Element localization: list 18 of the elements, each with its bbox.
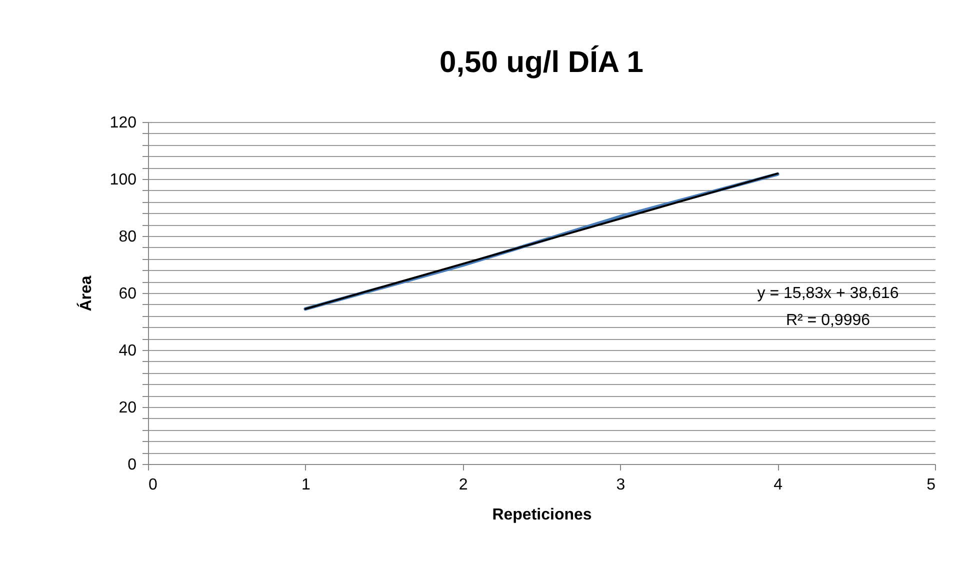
chart-title: 0,50 ug/l DÍA 1	[440, 45, 644, 79]
annotation: y = 15,83x + 38,616	[757, 285, 899, 302]
annotation: R² = 0,9996	[786, 312, 870, 329]
x-tick-label: 0	[148, 476, 158, 494]
y-tick-label: 60	[118, 286, 137, 302]
y-tick-label: 80	[118, 228, 137, 246]
x-tick-label: 1	[301, 476, 310, 494]
x-tick-label: 4	[774, 476, 783, 494]
x-tick-label: 5	[926, 476, 936, 494]
y-tick-label: 0	[128, 456, 137, 474]
y-tick-label: 40	[118, 342, 137, 360]
x-tick-label: 3	[616, 476, 626, 494]
x-tick-label: 2	[458, 476, 468, 494]
y-tick-label: 120	[110, 114, 137, 132]
y-axis-title: Área	[76, 276, 95, 312]
x-axis-title: Repeticiones	[492, 506, 592, 524]
y-tick-label: 100	[110, 172, 137, 188]
y-tick-label: 20	[118, 400, 137, 416]
